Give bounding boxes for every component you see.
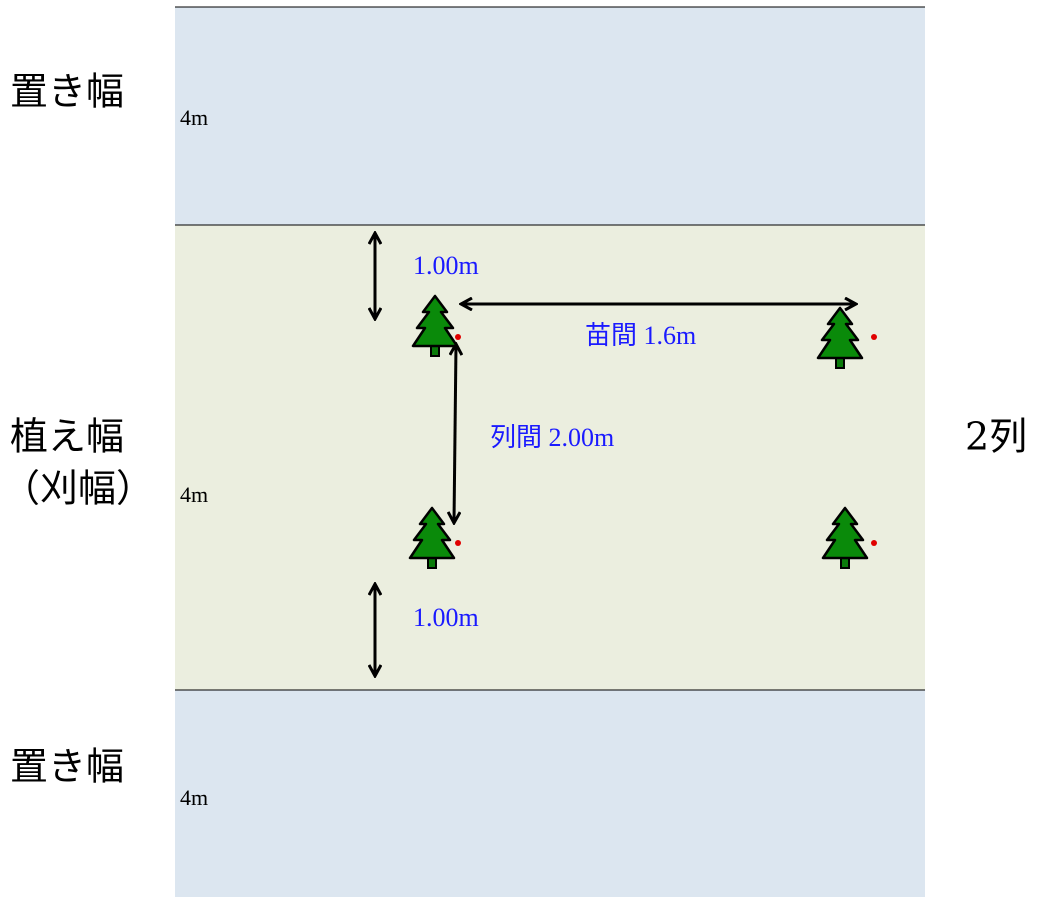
annotation: 1.00m bbox=[413, 603, 479, 632]
band-label: 置き幅 bbox=[10, 70, 124, 114]
annotation: 列間 2.00m bbox=[490, 423, 614, 452]
rows-label: 2列 bbox=[965, 415, 1027, 459]
dot bbox=[455, 334, 461, 340]
band-width: 4m bbox=[180, 482, 208, 507]
arrows bbox=[375, 234, 855, 675]
band-label: 置き幅 bbox=[10, 745, 124, 789]
dot bbox=[871, 540, 877, 546]
band-label: （刈幅） bbox=[2, 467, 154, 511]
markers bbox=[455, 334, 877, 546]
band-label: 植え幅 bbox=[10, 415, 124, 459]
band-width: 4m bbox=[180, 105, 208, 130]
dot bbox=[871, 334, 877, 340]
band-middle bbox=[175, 225, 925, 690]
band-width: 4m bbox=[180, 785, 208, 810]
annotation: 1.00m bbox=[413, 251, 479, 280]
arrow bbox=[454, 345, 456, 522]
band-top bbox=[175, 7, 925, 225]
dot bbox=[455, 540, 461, 546]
band-bottom bbox=[175, 690, 925, 897]
annotation: 苗間 1.6m bbox=[585, 321, 696, 350]
